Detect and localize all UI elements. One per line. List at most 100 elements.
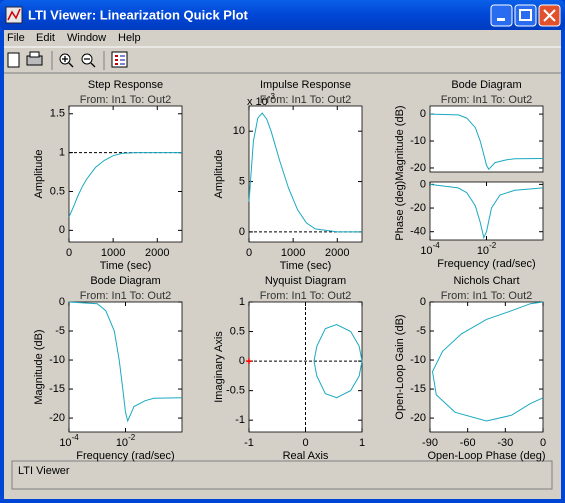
tick-label: 0 bbox=[420, 108, 426, 120]
plot-title: Bode Diagram bbox=[451, 79, 521, 91]
menu-item[interactable]: File bbox=[7, 32, 25, 44]
tick-label: 0 bbox=[540, 437, 546, 449]
menu-item[interactable]: Edit bbox=[36, 32, 55, 44]
tick-label: -10 bbox=[410, 135, 426, 147]
tick-label: -15 bbox=[410, 383, 426, 395]
plot-subtitle: From: In1 To: Out2 bbox=[80, 94, 172, 106]
x-axis-label: Real Axis bbox=[283, 450, 329, 462]
tick-label: 0 bbox=[420, 178, 426, 190]
tick-label: 1 bbox=[59, 147, 65, 159]
tick-label: 2000 bbox=[325, 247, 349, 259]
y-axis-label-part: Amplitude bbox=[213, 150, 225, 199]
response-curve bbox=[68, 301, 183, 423]
new-button[interactable] bbox=[7, 52, 20, 68]
tick-label: -10 bbox=[410, 354, 426, 366]
tick-label: 1 bbox=[239, 296, 245, 308]
tick-label: 0 bbox=[66, 247, 72, 259]
x-axis-label: Frequency (rad/sec) bbox=[76, 450, 174, 462]
y-axis-label: Magnitude (dB) bbox=[33, 329, 45, 404]
tick-label: 1000 bbox=[101, 247, 125, 259]
y-axis-label: Amplitude bbox=[213, 150, 225, 199]
tick-label: -15 bbox=[49, 383, 65, 395]
tick-label: 10 bbox=[233, 125, 245, 137]
window-title: LTI Viewer: Linearization Quick Plot bbox=[28, 7, 249, 22]
tick-label: 1.5 bbox=[50, 108, 65, 120]
tick-label: 0 bbox=[239, 355, 245, 367]
axis-exponent-power: -3 bbox=[268, 92, 276, 101]
menu-item[interactable]: Window bbox=[67, 32, 106, 44]
menu-item[interactable]: Help bbox=[118, 32, 141, 44]
tick-label: 10-2 bbox=[477, 241, 497, 257]
tick-label: -60 bbox=[460, 437, 476, 449]
toolbar bbox=[7, 51, 128, 70]
zoom-out-glyph bbox=[84, 58, 96, 68]
tick-label-base: 10 bbox=[116, 437, 128, 449]
tick-label: -20 bbox=[410, 202, 426, 214]
tick-label: 1000 bbox=[281, 247, 305, 259]
plot-title: Bode Diagram bbox=[90, 275, 160, 287]
status-text: LTI Viewer bbox=[18, 465, 70, 477]
tick-label: 1 bbox=[359, 437, 365, 449]
tick-label: 0.5 bbox=[230, 325, 245, 337]
y-axis-label: Imaginary Axis bbox=[213, 331, 225, 403]
tick-label-base: 10 bbox=[420, 245, 432, 257]
legend-glyph bbox=[120, 55, 125, 65]
minimize-button[interactable] bbox=[490, 4, 513, 27]
x-axis-label: Frequency (rad/sec) bbox=[437, 258, 535, 270]
plot-title: Nyquist Diagram bbox=[265, 275, 346, 287]
tick-label: 0 bbox=[420, 296, 426, 308]
plot-title: Step Response bbox=[88, 79, 163, 91]
tick-label-exponent: -2 bbox=[489, 241, 497, 250]
tick-label: -0.5 bbox=[226, 385, 245, 397]
axes-box bbox=[429, 105, 544, 173]
response-curve bbox=[429, 113, 544, 171]
y-axis-label: Open-Loop Gain (dB) bbox=[394, 314, 406, 419]
tick-label: 10-2 bbox=[116, 433, 136, 449]
y-axis-label-part: Imaginary Axis bbox=[213, 331, 225, 403]
axis-exponent-base: x 10 bbox=[247, 96, 268, 108]
axis-exponent: x 10-3 bbox=[247, 92, 275, 108]
tick-label: -40 bbox=[410, 226, 426, 238]
tick-label-base: 10 bbox=[477, 245, 489, 257]
tick-label-exponent: -2 bbox=[128, 433, 136, 442]
tick-label: -20 bbox=[410, 162, 426, 174]
plot-subtitle: From: In1 To: Out2 bbox=[260, 94, 352, 106]
x-axis-label: Time (sec) bbox=[280, 260, 332, 272]
close-glyph bbox=[543, 9, 556, 22]
tick-label: 0 bbox=[302, 437, 308, 449]
tick-label: 10-4 bbox=[420, 241, 440, 257]
title-bar bbox=[0, 0, 565, 30]
status-box bbox=[11, 460, 553, 490]
plot-subtitle: From: In1 To: Out2 bbox=[80, 290, 172, 302]
tick-label: 10-4 bbox=[59, 433, 79, 449]
y-axis-label-part: Phase (deg) bbox=[394, 181, 406, 241]
tick-label: 0 bbox=[59, 296, 65, 308]
tick-label: -1 bbox=[235, 414, 245, 426]
y-axis-label-part: Magnitude (dB) bbox=[394, 105, 406, 180]
axes-box bbox=[68, 105, 183, 243]
app-icon-glyph bbox=[7, 8, 21, 21]
tick-label: -90 bbox=[422, 437, 438, 449]
critical-point bbox=[246, 358, 252, 365]
tick-label: 5 bbox=[239, 175, 245, 187]
minimize-glyph bbox=[497, 18, 505, 21]
x-axis-label: Open-Loop Phase (deg) bbox=[427, 450, 545, 462]
tick-label: 0.5 bbox=[50, 185, 65, 197]
tick-label: -30 bbox=[497, 437, 513, 449]
tick-label: -5 bbox=[55, 325, 65, 337]
y-axis-label-part: Magnitude (dB) bbox=[33, 329, 45, 404]
tick-label-exponent: -4 bbox=[433, 241, 441, 250]
tick-label: 2000 bbox=[145, 247, 169, 259]
tick-label-exponent: -4 bbox=[72, 433, 80, 442]
y-axis-label-part: Open-Loop Gain (dB) bbox=[394, 314, 406, 419]
plot-subtitle: From: In1 To: Out2 bbox=[441, 94, 533, 106]
tick-label: 0 bbox=[246, 247, 252, 259]
maximize-button[interactable] bbox=[514, 4, 537, 27]
response-curve bbox=[68, 152, 182, 218]
y-axis-label-part: Amplitude bbox=[33, 150, 45, 199]
axes-box bbox=[429, 301, 544, 433]
response-curve bbox=[429, 183, 544, 240]
tick-label: -1 bbox=[244, 437, 254, 449]
